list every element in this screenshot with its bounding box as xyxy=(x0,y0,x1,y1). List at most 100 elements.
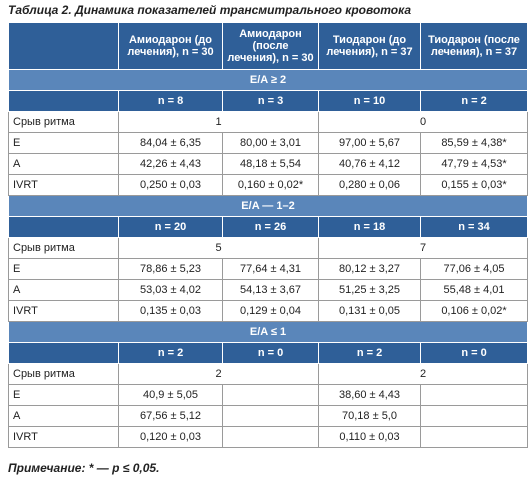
value-cell: 0,110 ± 0,03 xyxy=(318,426,421,448)
value-cell: 80,00 ± 3,01 xyxy=(222,132,319,154)
data-row: Срыв ритма 5 7 xyxy=(8,237,528,259)
empty-cell xyxy=(222,426,319,448)
empty-cell xyxy=(420,405,528,427)
value-cell: 67,56 ± 5,12 xyxy=(118,405,223,427)
value-cell: 54,13 ± 3,67 xyxy=(222,279,319,301)
value-cell: 78,86 ± 5,23 xyxy=(118,258,223,280)
merged-cell: 2 xyxy=(318,363,528,385)
row-label: E xyxy=(8,258,119,280)
value-cell: 42,26 ± 4,43 xyxy=(118,153,223,175)
row-label: Срыв ритма xyxy=(8,237,119,259)
n-cell xyxy=(8,216,119,238)
row-label: A xyxy=(8,153,119,175)
data-row: Срыв ритма 2 2 xyxy=(8,363,528,385)
value-cell: 55,48 ± 4,01 xyxy=(420,279,528,301)
value-cell: 38,60 ± 4,43 xyxy=(318,384,421,406)
section-row: E/A — 1–2 xyxy=(8,195,528,217)
n-cell: n = 0 xyxy=(222,342,319,364)
n-cell: n = 3 xyxy=(222,90,319,112)
value-cell: 0,160 ± 0,02* xyxy=(222,174,319,196)
n-row: n = 20 n = 26 n = 18 n = 34 xyxy=(8,216,528,238)
value-cell: 70,18 ± 5,0 xyxy=(318,405,421,427)
row-label: Срыв ритма xyxy=(8,111,119,133)
value-cell: 0,155 ± 0,03* xyxy=(420,174,528,196)
value-cell: 84,04 ± 6,35 xyxy=(118,132,223,154)
section-title: E/A ≤ 1 xyxy=(8,321,528,343)
section-title: E/A ≥ 2 xyxy=(8,69,528,91)
data-row: Срыв ритма 1 0 xyxy=(8,111,528,133)
n-cell: n = 2 xyxy=(118,342,223,364)
section-row: E/A ≥ 2 xyxy=(8,69,528,91)
header-cell: Тиодарон (до лечения), n = 37 xyxy=(318,22,421,70)
value-cell: 97,00 ± 5,67 xyxy=(318,132,421,154)
value-cell: 0,250 ± 0,03 xyxy=(118,174,223,196)
empty-cell xyxy=(420,426,528,448)
n-cell: n = 34 xyxy=(420,216,528,238)
n-cell xyxy=(8,342,119,364)
row-label: E xyxy=(8,132,119,154)
header-row: Амиодарон (до лечения), n = 30 Амиодарон … xyxy=(8,22,528,70)
data-row: A 67,56 ± 5,12 70,18 ± 5,0 xyxy=(8,405,528,427)
data-row: E 84,04 ± 6,35 80,00 ± 3,01 97,00 ± 5,67 85,… xyxy=(8,132,528,154)
merged-cell: 7 xyxy=(318,237,528,259)
value-cell: 48,18 ± 5,54 xyxy=(222,153,319,175)
value-cell: 0,131 ± 0,05 xyxy=(318,300,421,322)
empty-cell xyxy=(222,384,319,406)
value-cell: 0,106 ± 0,02* xyxy=(420,300,528,322)
value-cell: 53,03 ± 4,02 xyxy=(118,279,223,301)
data-table: Амиодарон (до лечения), n = 30 Амиодарон … xyxy=(8,22,528,448)
n-cell: n = 0 xyxy=(420,342,528,364)
n-cell xyxy=(8,90,119,112)
data-row: A 53,03 ± 4,02 54,13 ± 3,67 51,25 ± 3,25 55,… xyxy=(8,279,528,301)
row-label: A xyxy=(8,279,119,301)
header-cell: Амиодарон (до лечения), n = 30 xyxy=(118,22,223,70)
section-title: E/A — 1–2 xyxy=(8,195,528,217)
n-cell: n = 8 xyxy=(118,90,223,112)
row-label: IVRT xyxy=(8,300,119,322)
empty-cell xyxy=(420,384,528,406)
row-label: IVRT xyxy=(8,426,119,448)
value-cell: 0,135 ± 0,03 xyxy=(118,300,223,322)
header-cell: Амиодарон (после лечения), n = 30 xyxy=(222,22,319,70)
section-row: E/A ≤ 1 xyxy=(8,321,528,343)
value-cell: 0,280 ± 0,06 xyxy=(318,174,421,196)
value-cell: 77,06 ± 4,05 xyxy=(420,258,528,280)
n-cell: n = 26 xyxy=(222,216,319,238)
n-cell: n = 20 xyxy=(118,216,223,238)
header-cell xyxy=(8,22,119,70)
empty-cell xyxy=(222,405,319,427)
row-label: IVRT xyxy=(8,174,119,196)
n-cell: n = 18 xyxy=(318,216,421,238)
merged-cell: 2 xyxy=(118,363,319,385)
n-cell: n = 2 xyxy=(420,90,528,112)
data-row: IVRT 0,250 ± 0,03 0,160 ± 0,02* 0,280 ± 0,0… xyxy=(8,174,528,196)
table-title: Таблица 2. Динамика показателей трансмит… xyxy=(8,3,412,17)
value-cell: 40,9 ± 5,05 xyxy=(118,384,223,406)
data-row: IVRT 0,135 ± 0,03 0,129 ± 0,04 0,131 ± 0,05… xyxy=(8,300,528,322)
row-label: A xyxy=(8,405,119,427)
data-row: E 78,86 ± 5,23 77,64 ± 4,31 80,12 ± 3,27 77,… xyxy=(8,258,528,280)
value-cell: 0,120 ± 0,03 xyxy=(118,426,223,448)
data-row: IVRT 0,120 ± 0,03 0,110 ± 0,03 xyxy=(8,426,528,448)
row-label: Срыв ритма xyxy=(8,363,119,385)
value-cell: 40,76 ± 4,12 xyxy=(318,153,421,175)
table-body: Амиодарон (до лечения), n = 30 Амиодарон … xyxy=(8,22,528,448)
merged-cell: 0 xyxy=(318,111,528,133)
merged-cell: 1 xyxy=(118,111,319,133)
header-cell: Тиодарон (после лечения), n = 37 xyxy=(420,22,528,70)
footnote: Примечание: * — p ≤ 0,05. xyxy=(8,461,160,475)
value-cell: 51,25 ± 3,25 xyxy=(318,279,421,301)
data-row: A 42,26 ± 4,43 48,18 ± 5,54 40,76 ± 4,12 47,… xyxy=(8,153,528,175)
value-cell: 47,79 ± 4,53* xyxy=(420,153,528,175)
value-cell: 0,129 ± 0,04 xyxy=(222,300,319,322)
n-cell: n = 2 xyxy=(318,342,421,364)
data-row: E 40,9 ± 5,05 38,60 ± 4,43 xyxy=(8,384,528,406)
row-label: E xyxy=(8,384,119,406)
merged-cell: 5 xyxy=(118,237,319,259)
n-cell: n = 10 xyxy=(318,90,421,112)
value-cell: 80,12 ± 3,27 xyxy=(318,258,421,280)
value-cell: 85,59 ± 4,38* xyxy=(420,132,528,154)
